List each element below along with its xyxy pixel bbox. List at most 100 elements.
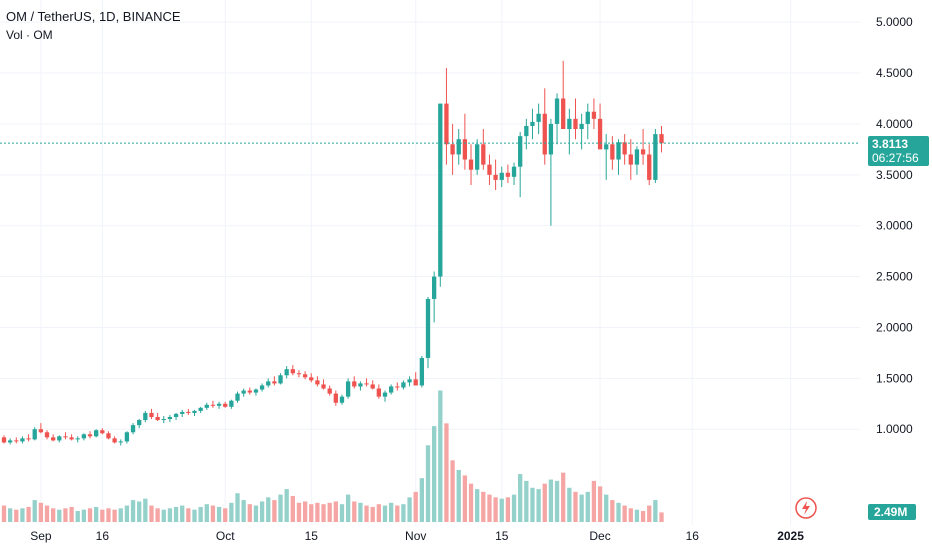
volume-bar [259, 501, 265, 522]
current-price-label: 3.8113 [872, 137, 908, 151]
volume-bar [51, 508, 56, 522]
volume-bar [499, 498, 504, 522]
volume-bar [358, 502, 363, 522]
volume-bar [659, 512, 664, 522]
volume-bar [505, 497, 511, 522]
candle-body [548, 123, 554, 155]
candle-body [610, 144, 615, 160]
volume-bar [1, 505, 7, 522]
time-axis[interactable]: Sep 16 Oct 15 Nov 15 Dec 16 2025 [30, 529, 804, 543]
volume-bar [210, 505, 216, 522]
candle-body [296, 373, 302, 375]
volume-bar [272, 500, 277, 522]
candle-body [20, 438, 25, 442]
candle-body [100, 430, 105, 434]
volume-bar [591, 480, 597, 522]
volume-bar [388, 502, 394, 522]
volume-bar [7, 508, 13, 522]
candle-body [315, 380, 320, 385]
candle-body [352, 381, 357, 387]
volume-bar [155, 508, 160, 522]
volume-bar [352, 501, 357, 522]
volume-bar [567, 487, 572, 522]
price-tick-label: 3.5000 [876, 168, 913, 182]
volume-bar [173, 506, 179, 522]
candle-body [14, 440, 19, 442]
candle-body [87, 434, 93, 437]
volume-bar [524, 480, 529, 522]
volume-bar [266, 497, 271, 522]
price-tick-label: 2.5000 [876, 270, 913, 284]
candle-body [561, 98, 566, 130]
candle-body [51, 437, 56, 441]
volume-bar [647, 505, 652, 522]
volume-bar [345, 494, 351, 522]
volume-bar [321, 504, 326, 522]
candle-body [241, 390, 246, 394]
candle-body [204, 404, 209, 408]
candle-body [284, 369, 289, 376]
volume-bar [511, 494, 517, 522]
volume-bar [57, 509, 62, 522]
time-tick-label: Oct [216, 529, 235, 543]
candle-body [290, 369, 295, 374]
volume-bar [118, 508, 123, 522]
volume-bar [223, 508, 228, 522]
volume-bar [450, 460, 455, 522]
time-tick-label: 2025 [777, 529, 804, 543]
volume-bar [339, 504, 345, 522]
candle-body [210, 404, 216, 406]
candle-body [438, 103, 443, 277]
lightning-icon[interactable] [795, 497, 817, 519]
volume-bar [296, 502, 302, 522]
candle-body [272, 381, 277, 384]
candle-body [69, 437, 74, 440]
candle-body [57, 436, 62, 441]
volume-bar [554, 480, 560, 522]
candle-body [278, 375, 283, 384]
volume-bar [167, 508, 173, 522]
candle-body [376, 388, 381, 397]
time-tick-label: 16 [686, 529, 700, 543]
candle-body [444, 103, 449, 145]
volume-bar [462, 475, 468, 522]
candle-body [659, 134, 664, 144]
volume-bar [26, 506, 31, 522]
volume-bar [432, 426, 437, 522]
candle-body [1, 437, 7, 443]
candle-body [149, 412, 154, 417]
grid-lines [0, 0, 860, 525]
price-axis[interactable]: 5.0000 4.5000 4.0000 3.5000 3.0000 2.5000 2.00… [876, 15, 913, 436]
candle-body [653, 134, 658, 180]
volume-bar [536, 489, 541, 522]
candle-body [388, 386, 394, 393]
volume-bar [530, 487, 535, 522]
time-tick-label: Nov [405, 529, 426, 543]
volume-bar [290, 495, 295, 522]
volume-bar [376, 504, 381, 522]
volume-bar [149, 505, 154, 522]
volume-bar [616, 502, 621, 522]
volume-bar [44, 505, 50, 522]
time-tick-label: 15 [305, 529, 319, 543]
volume-bar [561, 472, 566, 522]
candle-body [302, 374, 308, 378]
volume-bar [487, 494, 492, 522]
candle-body [487, 164, 492, 175]
volume-bar [81, 509, 87, 522]
candle-body [137, 420, 142, 426]
price-tick-label: 4.5000 [876, 66, 913, 80]
candle-body [186, 411, 191, 413]
candle-body [450, 144, 455, 155]
volume-bar [597, 486, 603, 522]
candle-body [462, 139, 468, 160]
candle-body [124, 432, 130, 442]
candle-body [524, 125, 529, 137]
candle-body [333, 393, 338, 403]
volume-bar [579, 494, 584, 522]
candle-body [358, 383, 363, 387]
volume-bar [653, 500, 658, 522]
candle-body [118, 441, 123, 443]
volume-bar [94, 506, 99, 522]
